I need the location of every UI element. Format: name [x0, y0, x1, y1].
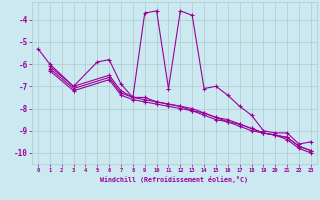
- X-axis label: Windchill (Refroidissement éolien,°C): Windchill (Refroidissement éolien,°C): [100, 176, 248, 183]
